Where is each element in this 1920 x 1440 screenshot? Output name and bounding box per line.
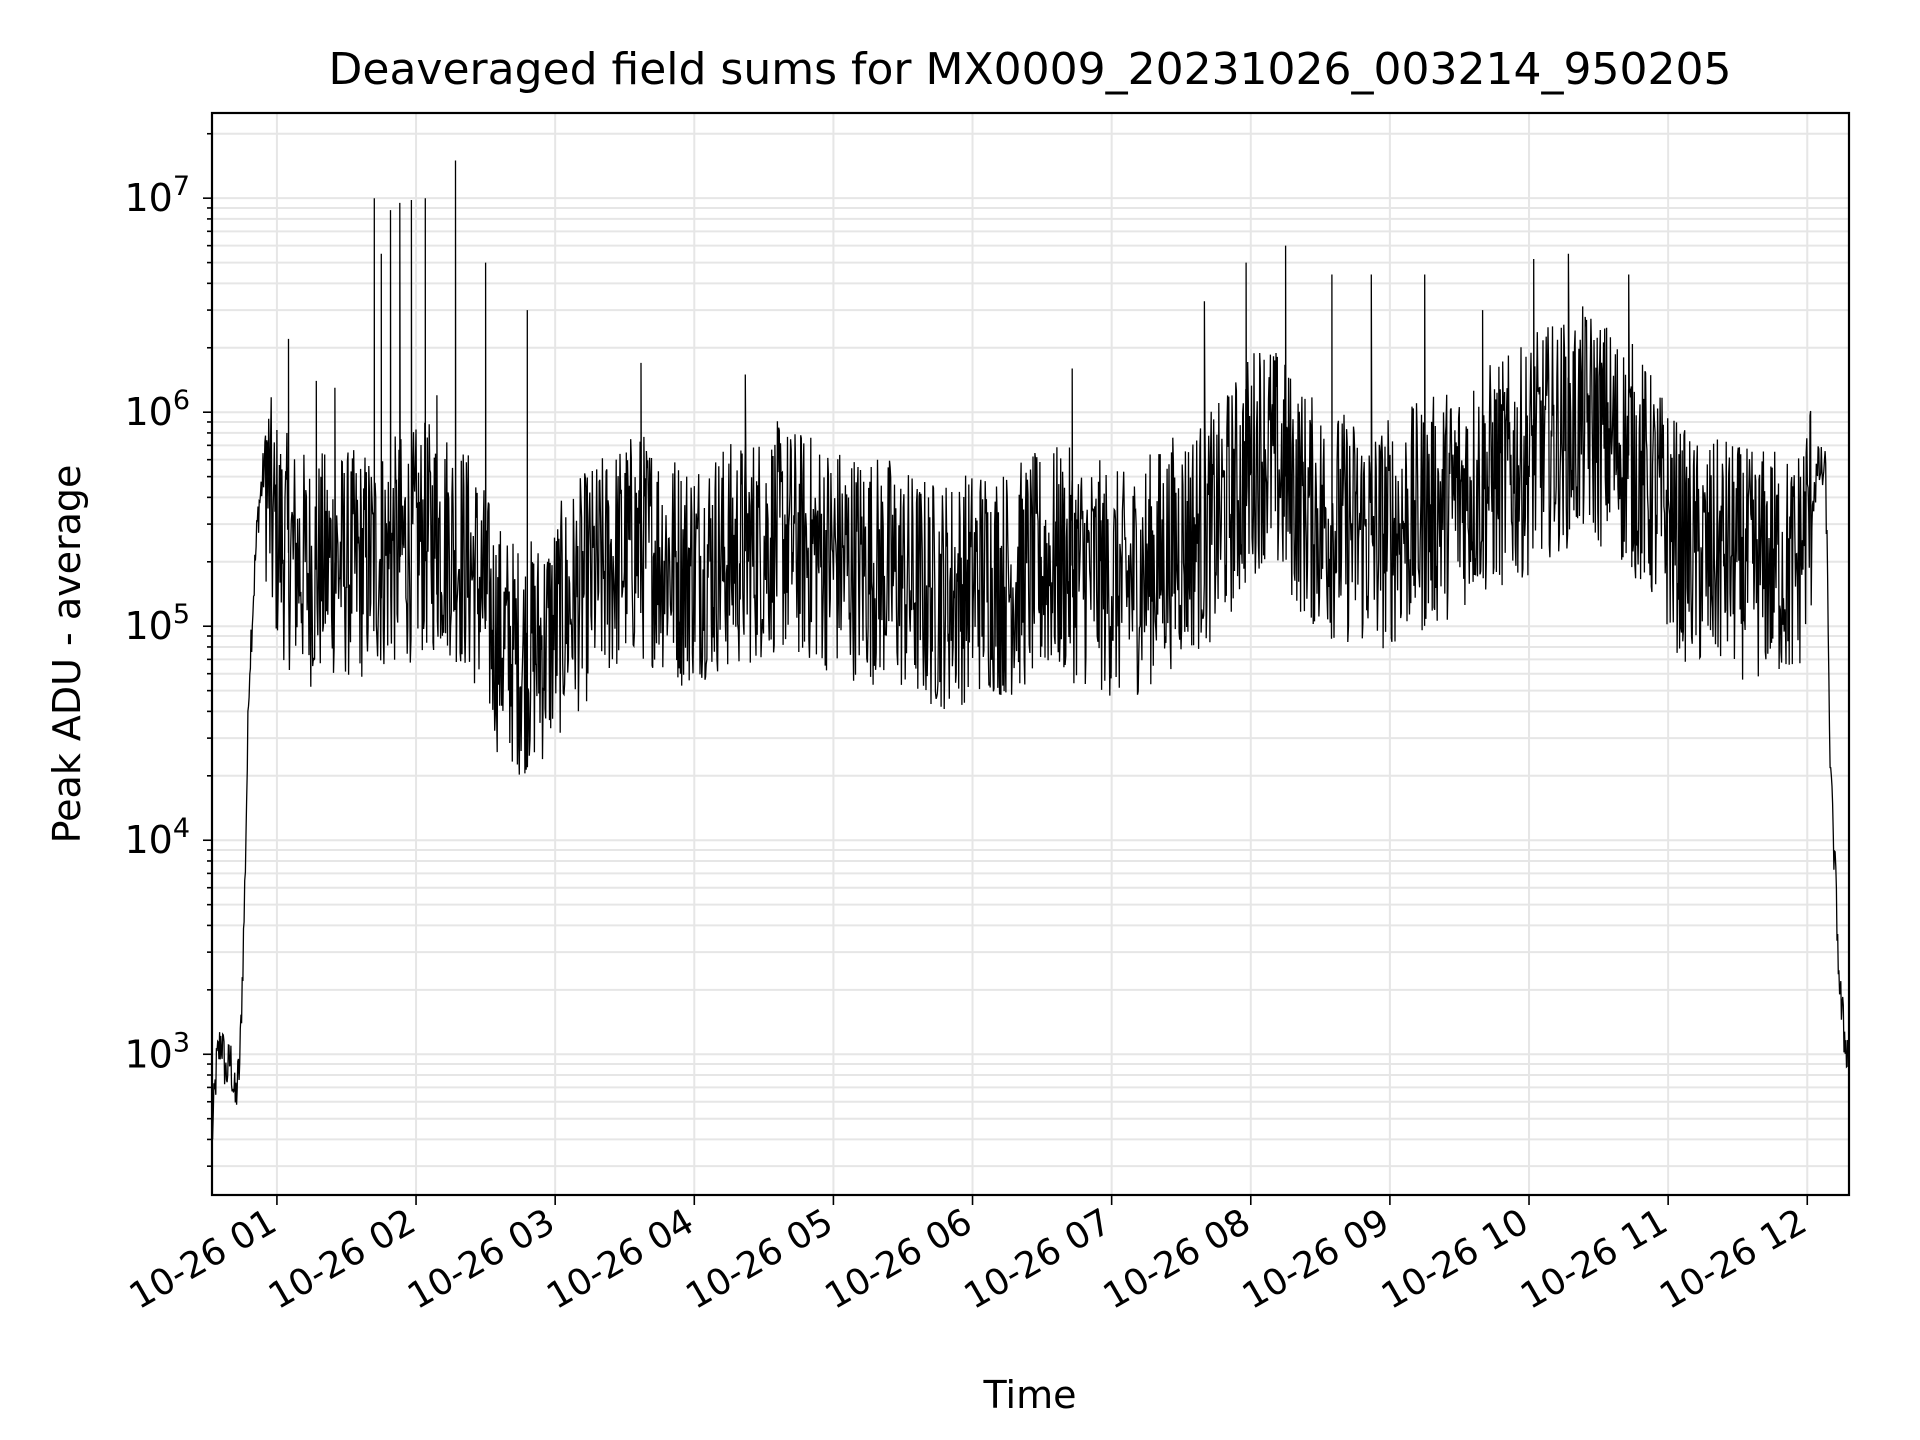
grid-lines	[212, 113, 1849, 1195]
y-tick-label: 105	[124, 599, 190, 648]
series-line	[211, 160, 1850, 1140]
y-tick-label: 107	[124, 171, 190, 220]
plot-frame	[210, 111, 1851, 1197]
plot-area	[211, 160, 1850, 1140]
y-axis-label: Peak ADU - average	[45, 465, 89, 844]
y-tick-label: 104	[124, 813, 190, 862]
y-axis: 103 104 105 106 107	[124, 132, 212, 1167]
y-tick-label: 106	[124, 385, 190, 434]
x-axis-label: Time	[983, 1373, 1077, 1417]
chart-title: Deaveraged field sums for MX0009_2023102…	[329, 44, 1732, 95]
y-tick-label: 103	[124, 1027, 190, 1076]
